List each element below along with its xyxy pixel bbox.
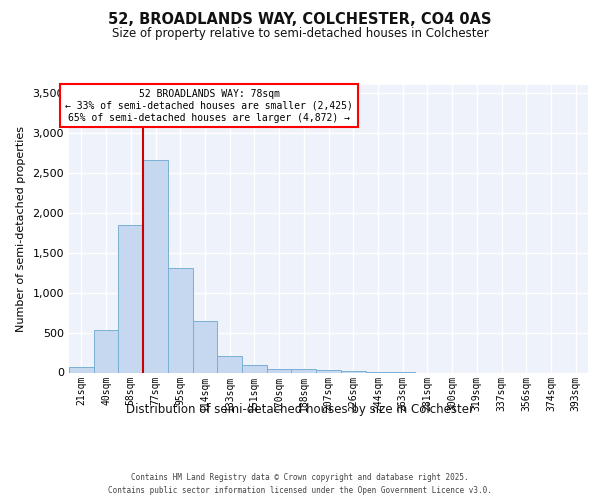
Bar (292, 370, 316, 372)
Text: 52, BROADLANDS WAY, COLCHESTER, CO4 0AS: 52, BROADLANDS WAY, COLCHESTER, CO4 0AS (108, 12, 492, 28)
Bar (118, 225, 143, 372)
Bar (217, 356, 242, 372)
Text: Distribution of semi-detached houses by size in Colchester: Distribution of semi-detached houses by … (126, 402, 474, 415)
Bar (168, 268, 193, 372)
Bar (341, 371, 365, 372)
Bar (267, 368, 292, 372)
Bar (316, 370, 341, 372)
Text: 52 BROADLANDS WAY: 78sqm
← 33% of semi-detached houses are smaller (2,425)
65% o: 52 BROADLANDS WAY: 78sqm ← 33% of semi-d… (65, 90, 353, 122)
Bar (94, 330, 118, 372)
Bar (242, 364, 267, 372)
Text: Contains HM Land Registry data © Crown copyright and database right 2025.
Contai: Contains HM Land Registry data © Crown c… (108, 474, 492, 495)
Y-axis label: Number of semi-detached properties: Number of semi-detached properties (16, 126, 26, 332)
Text: Size of property relative to semi-detached houses in Colchester: Size of property relative to semi-detach… (112, 28, 488, 40)
Bar (69, 367, 94, 372)
Bar (143, 160, 168, 372)
Bar (193, 322, 217, 372)
